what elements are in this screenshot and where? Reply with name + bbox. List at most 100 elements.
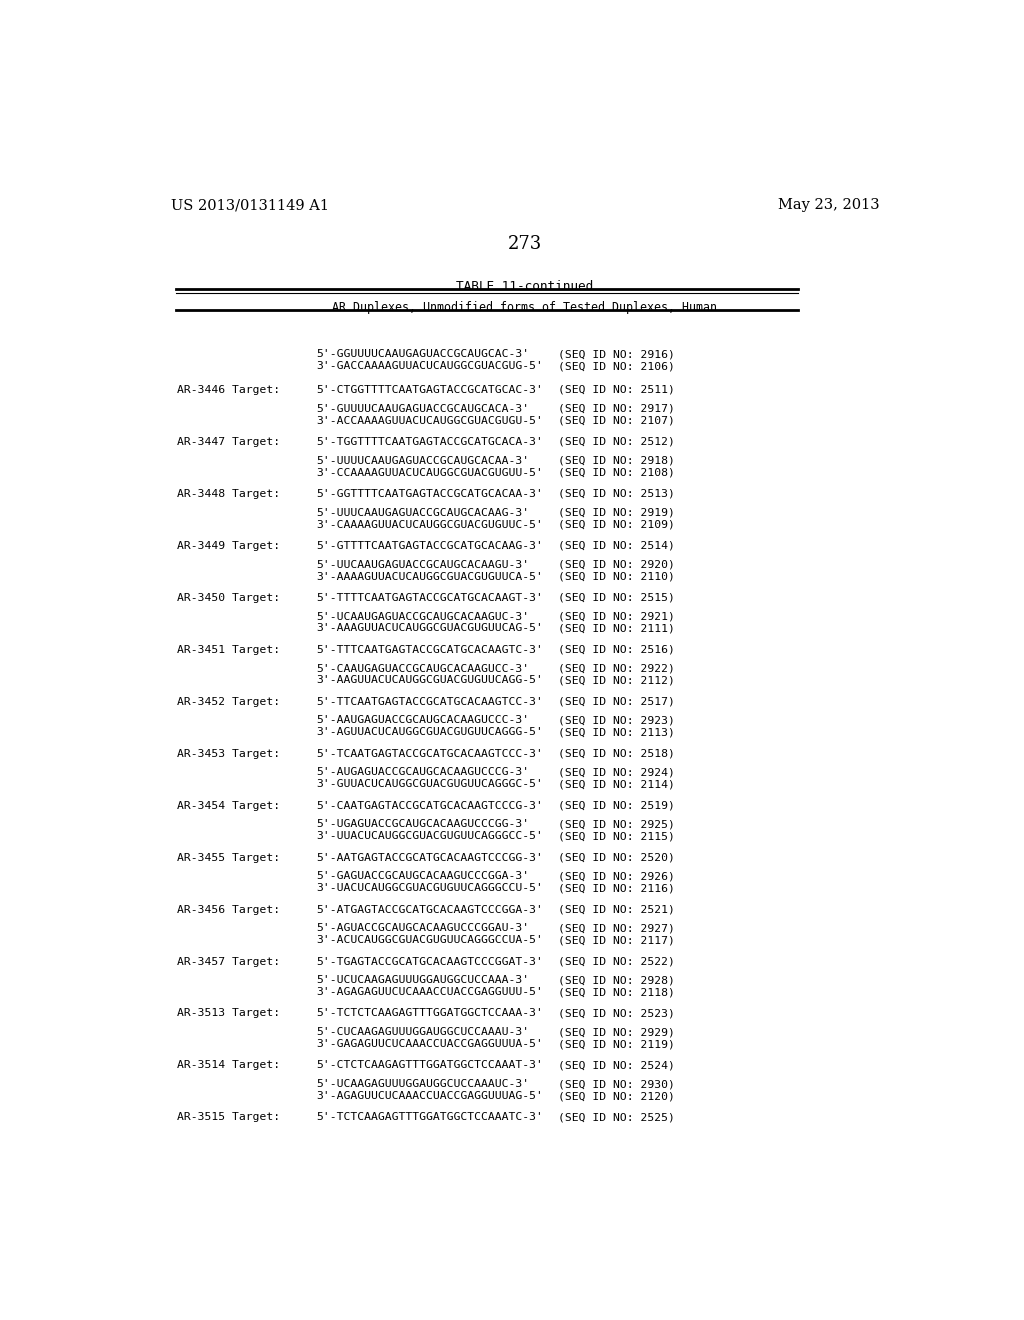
Text: 5'-GUUUUCAAUGAGUACCGCAUGCACA-3': 5'-GUUUUCAAUGAGUACCGCAUGCACA-3'	[316, 404, 529, 413]
Text: 5'-AUGAGUACCGCAUGCACAAGUCCCG-3': 5'-AUGAGUACCGCAUGCACAAGUCCCG-3'	[316, 767, 529, 777]
Text: (SEQ ID NO: 2523): (SEQ ID NO: 2523)	[558, 1008, 675, 1019]
Text: (SEQ ID NO: 2117): (SEQ ID NO: 2117)	[558, 936, 675, 945]
Text: (SEQ ID NO: 2924): (SEQ ID NO: 2924)	[558, 767, 675, 777]
Text: (SEQ ID NO: 2109): (SEQ ID NO: 2109)	[558, 520, 675, 529]
Text: (SEQ ID NO: 2524): (SEQ ID NO: 2524)	[558, 1060, 675, 1071]
Text: (SEQ ID NO: 2930): (SEQ ID NO: 2930)	[558, 1080, 675, 1089]
Text: 5'-UUCAAUGAGUACCGCAUGCACAAGU-3': 5'-UUCAAUGAGUACCGCAUGCACAAGU-3'	[316, 560, 529, 569]
Text: (SEQ ID NO: 2514): (SEQ ID NO: 2514)	[558, 541, 675, 550]
Text: (SEQ ID NO: 2113): (SEQ ID NO: 2113)	[558, 727, 675, 738]
Text: 3'-AAGUUACUCAUGGCGUACGUGUUCAGG-5': 3'-AAGUUACUCAUGGCGUACGUGUUCAGG-5'	[316, 676, 543, 685]
Text: (SEQ ID NO: 2115): (SEQ ID NO: 2115)	[558, 832, 675, 841]
Text: 273: 273	[508, 235, 542, 253]
Text: 3'-AGAGUUCUCAAACCUACCGAGGUUUAG-5': 3'-AGAGUUCUCAAACCUACCGAGGUUUAG-5'	[316, 1092, 543, 1101]
Text: 5'-UCAAUGAGUACCGCAUGCACAAGUC-3': 5'-UCAAUGAGUACCGCAUGCACAAGUC-3'	[316, 611, 529, 622]
Text: 3'-GACCAAAAGUUACUCAUGGCGUACGUG-5': 3'-GACCAAAAGUUACUCAUGGCGUACGUG-5'	[316, 362, 543, 371]
Text: (SEQ ID NO: 2112): (SEQ ID NO: 2112)	[558, 676, 675, 685]
Text: AR-3448 Target:: AR-3448 Target:	[177, 488, 280, 499]
Text: 5'-TGAGTACCGCATGCACAAGTCCCGGAT-3': 5'-TGAGTACCGCATGCACAAGTCCCGGAT-3'	[316, 957, 543, 966]
Text: 3'-ACUCAUGGCGUACGUGUUCAGGGCCUA-5': 3'-ACUCAUGGCGUACGUGUUCAGGGCCUA-5'	[316, 936, 543, 945]
Text: (SEQ ID NO: 2521): (SEQ ID NO: 2521)	[558, 904, 675, 915]
Text: (SEQ ID NO: 2511): (SEQ ID NO: 2511)	[558, 385, 675, 395]
Text: AR-3454 Target:: AR-3454 Target:	[177, 800, 280, 810]
Text: 5'-UUUUCAAUGAGUACCGCAUGCACAA-3': 5'-UUUUCAAUGAGUACCGCAUGCACAA-3'	[316, 455, 529, 466]
Text: 5'-UCUCAAGAGUUUGGAUGGCUCCAAA-3': 5'-UCUCAAGAGUUUGGAUGGCUCCAAA-3'	[316, 975, 529, 985]
Text: 5'-GGTTTTCAATGAGTACCGCATGCACAA-3': 5'-GGTTTTCAATGAGTACCGCATGCACAA-3'	[316, 488, 543, 499]
Text: (SEQ ID NO: 2111): (SEQ ID NO: 2111)	[558, 623, 675, 634]
Text: (SEQ ID NO: 2519): (SEQ ID NO: 2519)	[558, 800, 675, 810]
Text: (SEQ ID NO: 2118): (SEQ ID NO: 2118)	[558, 987, 675, 998]
Text: 5'-CAATGAGTACCGCATGCACAAGTCCCG-3': 5'-CAATGAGTACCGCATGCACAAGTCCCG-3'	[316, 800, 543, 810]
Text: 5'-TCTCTCAAGAGTTTGGATGGCTCCAAA-3': 5'-TCTCTCAAGAGTTTGGATGGCTCCAAA-3'	[316, 1008, 543, 1019]
Text: (SEQ ID NO: 2515): (SEQ ID NO: 2515)	[558, 593, 675, 603]
Text: (SEQ ID NO: 2518): (SEQ ID NO: 2518)	[558, 748, 675, 759]
Text: 5'-TCAATGAGTACCGCATGCACAAGTCCC-3': 5'-TCAATGAGTACCGCATGCACAAGTCCC-3'	[316, 748, 543, 759]
Text: 5'-TGGTTTTCAATGAGTACCGCATGCACA-3': 5'-TGGTTTTCAATGAGTACCGCATGCACA-3'	[316, 437, 543, 446]
Text: (SEQ ID NO: 2922): (SEQ ID NO: 2922)	[558, 664, 675, 673]
Text: AR-3513 Target:: AR-3513 Target:	[177, 1008, 280, 1019]
Text: (SEQ ID NO: 2522): (SEQ ID NO: 2522)	[558, 957, 675, 966]
Text: AR-3514 Target:: AR-3514 Target:	[177, 1060, 280, 1071]
Text: 5'-TTTCAATGAGTACCGCATGCACAAGTC-3': 5'-TTTCAATGAGTACCGCATGCACAAGTC-3'	[316, 644, 543, 655]
Text: (SEQ ID NO: 2120): (SEQ ID NO: 2120)	[558, 1092, 675, 1101]
Text: 5'-TCTCAAGAGTTTGGATGGCTCCAAATC-3': 5'-TCTCAAGAGTTTGGATGGCTCCAAATC-3'	[316, 1113, 543, 1122]
Text: 3'-AAAGUUACUCAUGGCGUACGUGUUCAG-5': 3'-AAAGUUACUCAUGGCGUACGUGUUCAG-5'	[316, 623, 543, 634]
Text: 5'-CUCAAGAGUUUGGAUGGCUCCAAAU-3': 5'-CUCAAGAGUUUGGAUGGCUCCAAAU-3'	[316, 1027, 529, 1038]
Text: 3'-AGAGAGUUCUCAAACCUACCGAGGUUU-5': 3'-AGAGAGUUCUCAAACCUACCGAGGUUU-5'	[316, 987, 543, 998]
Text: AR-3456 Target:: AR-3456 Target:	[177, 904, 280, 915]
Text: 3'-UACUCAUGGCGUACGUGUUCAGGGCCU-5': 3'-UACUCAUGGCGUACGUGUUCAGGGCCU-5'	[316, 883, 543, 894]
Text: AR-3455 Target:: AR-3455 Target:	[177, 853, 280, 862]
Text: (SEQ ID NO: 2929): (SEQ ID NO: 2929)	[558, 1027, 675, 1038]
Text: (SEQ ID NO: 2110): (SEQ ID NO: 2110)	[558, 572, 675, 582]
Text: (SEQ ID NO: 2917): (SEQ ID NO: 2917)	[558, 404, 675, 413]
Text: (SEQ ID NO: 2512): (SEQ ID NO: 2512)	[558, 437, 675, 446]
Text: (SEQ ID NO: 2920): (SEQ ID NO: 2920)	[558, 560, 675, 569]
Text: (SEQ ID NO: 2108): (SEQ ID NO: 2108)	[558, 467, 675, 478]
Text: 5'-GTTTTCAATGAGTACCGCATGCACAAG-3': 5'-GTTTTCAATGAGTACCGCATGCACAAG-3'	[316, 541, 543, 550]
Text: 3'-GAGAGUUCUCAAACCUACCGAGGUUUA-5': 3'-GAGAGUUCUCAAACCUACCGAGGUUUA-5'	[316, 1039, 543, 1049]
Text: (SEQ ID NO: 2516): (SEQ ID NO: 2516)	[558, 644, 675, 655]
Text: (SEQ ID NO: 2513): (SEQ ID NO: 2513)	[558, 488, 675, 499]
Text: May 23, 2013: May 23, 2013	[778, 198, 880, 213]
Text: AR Duplexes, Unmodified forms of Tested Duplexes, Human: AR Duplexes, Unmodified forms of Tested …	[333, 301, 717, 314]
Text: (SEQ ID NO: 2119): (SEQ ID NO: 2119)	[558, 1039, 675, 1049]
Text: (SEQ ID NO: 2517): (SEQ ID NO: 2517)	[558, 697, 675, 706]
Text: 5'-CTCTCAAGAGTTTGGATGGCTCCAAAT-3': 5'-CTCTCAAGAGTTTGGATGGCTCCAAAT-3'	[316, 1060, 543, 1071]
Text: 5'-TTTTCAATGAGTACCGCATGCACAAGT-3': 5'-TTTTCAATGAGTACCGCATGCACAAGT-3'	[316, 593, 543, 603]
Text: (SEQ ID NO: 2923): (SEQ ID NO: 2923)	[558, 715, 675, 726]
Text: AR-3452 Target:: AR-3452 Target:	[177, 697, 280, 706]
Text: 5'-UUUCAAUGAGUACCGCAUGCACAAG-3': 5'-UUUCAAUGAGUACCGCAUGCACAAG-3'	[316, 508, 529, 517]
Text: 5'-CTGGTTTTCAATGAGTACCGCATGCAC-3': 5'-CTGGTTTTCAATGAGTACCGCATGCAC-3'	[316, 385, 543, 395]
Text: 5'-CAAUGAGUACCGCAUGCACAAGUCC-3': 5'-CAAUGAGUACCGCAUGCACAAGUCC-3'	[316, 664, 529, 673]
Text: AR-3453 Target:: AR-3453 Target:	[177, 748, 280, 759]
Text: 5'-AGUACCGCAUGCACAAGUCCCGGAU-3': 5'-AGUACCGCAUGCACAAGUCCCGGAU-3'	[316, 924, 529, 933]
Text: AR-3447 Target:: AR-3447 Target:	[177, 437, 280, 446]
Text: 3'-AGUUACUCAUGGCGUACGUGUUCAGGG-5': 3'-AGUUACUCAUGGCGUACGUGUUCAGGG-5'	[316, 727, 543, 738]
Text: (SEQ ID NO: 2921): (SEQ ID NO: 2921)	[558, 611, 675, 622]
Text: AR-3450 Target:: AR-3450 Target:	[177, 593, 280, 603]
Text: (SEQ ID NO: 2926): (SEQ ID NO: 2926)	[558, 871, 675, 882]
Text: (SEQ ID NO: 2114): (SEQ ID NO: 2114)	[558, 779, 675, 789]
Text: 3'-UUACUCAUGGCGUACGUGUUCAGGGCC-5': 3'-UUACUCAUGGCGUACGUGUUCAGGGCC-5'	[316, 832, 543, 841]
Text: 5'-ATGAGTACCGCATGCACAAGTCCCGGA-3': 5'-ATGAGTACCGCATGCACAAGTCCCGGA-3'	[316, 904, 543, 915]
Text: AR-3457 Target:: AR-3457 Target:	[177, 957, 280, 966]
Text: 5'-GGUUUUCAAUGAGUACCGCAUGCAC-3': 5'-GGUUUUCAAUGAGUACCGCAUGCAC-3'	[316, 350, 529, 359]
Text: TABLE 11-continued: TABLE 11-continued	[456, 280, 594, 293]
Text: (SEQ ID NO: 2525): (SEQ ID NO: 2525)	[558, 1113, 675, 1122]
Text: (SEQ ID NO: 2106): (SEQ ID NO: 2106)	[558, 362, 675, 371]
Text: 5'-TTCAATGAGTACCGCATGCACAAGTCC-3': 5'-TTCAATGAGTACCGCATGCACAAGTCC-3'	[316, 697, 543, 706]
Text: 3'-ACCAAAAGUUACUCAUGGCGUACGUGU-5': 3'-ACCAAAAGUUACUCAUGGCGUACGUGU-5'	[316, 416, 543, 425]
Text: 3'-GUUACUCAUGGCGUACGUGUUCAGGGC-5': 3'-GUUACUCAUGGCGUACGUGUUCAGGGC-5'	[316, 779, 543, 789]
Text: (SEQ ID NO: 2916): (SEQ ID NO: 2916)	[558, 350, 675, 359]
Text: 3'-CCAAAAGUUACUCAUGGCGUACGUGUU-5': 3'-CCAAAAGUUACUCAUGGCGUACGUGUU-5'	[316, 467, 543, 478]
Text: AR-3446 Target:: AR-3446 Target:	[177, 385, 280, 395]
Text: AR-3449 Target:: AR-3449 Target:	[177, 541, 280, 550]
Text: (SEQ ID NO: 2925): (SEQ ID NO: 2925)	[558, 820, 675, 829]
Text: 3'-CAAAAGUUACUCAUGGCGUACGUGUUC-5': 3'-CAAAAGUUACUCAUGGCGUACGUGUUC-5'	[316, 520, 543, 529]
Text: 5'-UCAAGAGUUUGGAUGGCUCCAAAUC-3': 5'-UCAAGAGUUUGGAUGGCUCCAAAUC-3'	[316, 1080, 529, 1089]
Text: (SEQ ID NO: 2919): (SEQ ID NO: 2919)	[558, 508, 675, 517]
Text: 5'-AATGAGTACCGCATGCACAAGTCCCGG-3': 5'-AATGAGTACCGCATGCACAAGTCCCGG-3'	[316, 853, 543, 862]
Text: US 2013/0131149 A1: US 2013/0131149 A1	[171, 198, 329, 213]
Text: 3'-AAAAGUUACUCAUGGCGUACGUGUUCA-5': 3'-AAAAGUUACUCAUGGCGUACGUGUUCA-5'	[316, 572, 543, 582]
Text: (SEQ ID NO: 2928): (SEQ ID NO: 2928)	[558, 975, 675, 985]
